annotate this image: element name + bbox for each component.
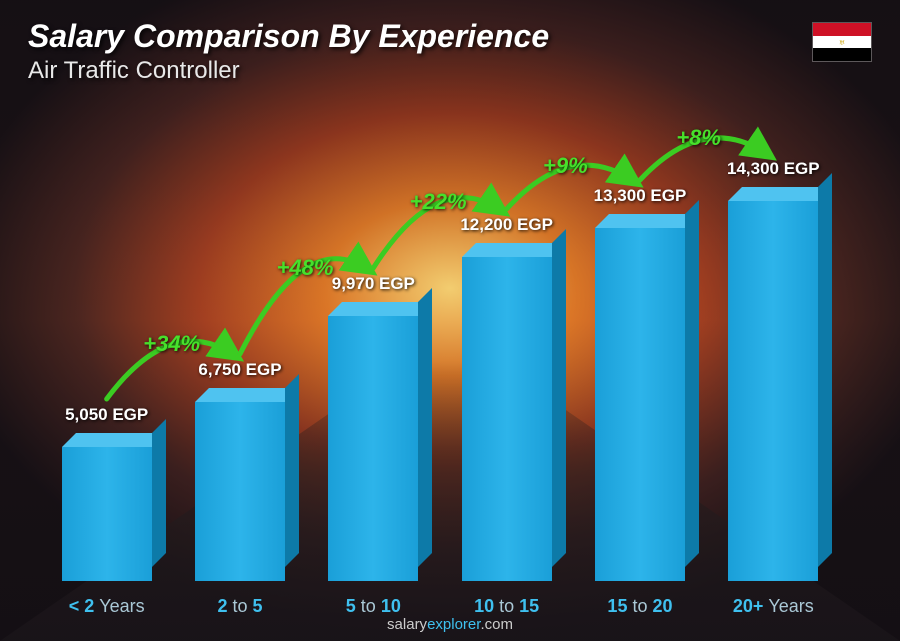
bar-value-label: 6,750 EGP (198, 360, 281, 380)
title-block: Salary Comparison By Experience Air Traf… (28, 18, 549, 85)
bar-front (62, 447, 152, 581)
bar-side (152, 419, 166, 567)
bar-front (328, 316, 418, 581)
bar-side (685, 200, 699, 567)
bar-slot: 9,970 EGP5 to 10 (307, 101, 440, 581)
footer-text: salary (387, 616, 427, 633)
bar-top (462, 243, 566, 257)
category-label: 20+ Years (733, 596, 814, 617)
category-label: 5 to 10 (346, 596, 401, 617)
bar-top (728, 187, 832, 201)
flag-emblem: ♅ (838, 35, 847, 49)
bar-front (462, 257, 552, 581)
flag-stripe-red (813, 23, 871, 36)
bar-top (62, 433, 166, 447)
bar-value-label: 12,200 EGP (460, 215, 553, 235)
country-flag-egypt: ♅ (812, 22, 872, 62)
footer-accent: explorer (427, 616, 480, 633)
bar-top (595, 214, 699, 228)
bar-top (195, 388, 299, 402)
subtitle: Air Traffic Controller (28, 57, 549, 85)
growth-percentage: +9% (543, 153, 588, 179)
main-title: Salary Comparison By Experience (28, 18, 549, 55)
bar-side (552, 229, 566, 567)
bar-side (418, 288, 432, 567)
bar-value-label: 13,300 EGP (594, 186, 687, 206)
growth-percentage: +22% (410, 189, 467, 215)
chart-container: Salary Comparison By Experience Air Traf… (0, 0, 900, 641)
category-label: < 2 Years (69, 596, 145, 617)
category-label: 15 to 20 (607, 596, 672, 617)
bar (195, 402, 285, 581)
growth-percentage: +8% (676, 125, 721, 151)
bar-front (728, 201, 818, 581)
footer-credit: salaryexplorer.com (0, 616, 900, 633)
bar (595, 228, 685, 581)
bar (62, 447, 152, 581)
category-label: 2 to 5 (217, 596, 262, 617)
bar-value-label: 5,050 EGP (65, 405, 148, 425)
bar-slot: 13,300 EGP15 to 20 (573, 101, 706, 581)
bar-value-label: 9,970 EGP (332, 274, 415, 294)
bar-front (195, 402, 285, 581)
footer-suffix: .com (480, 616, 513, 633)
bar (328, 316, 418, 581)
growth-percentage: +48% (277, 255, 334, 281)
bar-slot: 14,300 EGP20+ Years (707, 101, 840, 581)
bar (728, 201, 818, 581)
bar-top (328, 302, 432, 316)
bar-side (818, 173, 832, 567)
bar-chart: 5,050 EGP< 2 Years6,750 EGP2 to 59,970 E… (40, 101, 840, 581)
bar-value-label: 14,300 EGP (727, 159, 820, 179)
bar-side (285, 374, 299, 567)
bar-front (595, 228, 685, 581)
category-label: 10 to 15 (474, 596, 539, 617)
bar (462, 257, 552, 581)
flag-stripe-black (813, 48, 871, 61)
growth-percentage: +34% (143, 331, 200, 357)
